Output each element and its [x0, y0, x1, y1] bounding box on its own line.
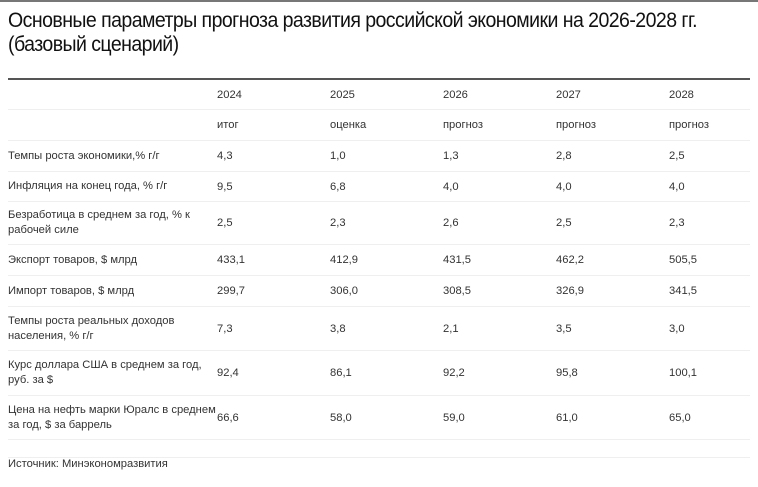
cell-value: 4,0 — [443, 171, 556, 202]
spacer-cell — [556, 439, 669, 458]
spacer-cell — [669, 439, 750, 458]
row-label: Темпы роста экономики,% г/г — [8, 140, 217, 172]
status-header: прогноз — [669, 109, 750, 141]
cell-value: 3,0 — [669, 306, 750, 351]
table-row: Темпы роста реальных доходов населения, … — [8, 306, 750, 351]
row-label: Темпы роста реальных доходов населения, … — [8, 306, 217, 351]
cell-value: 6,8 — [330, 171, 443, 202]
cell-value: 59,0 — [443, 395, 556, 440]
header-row-status: итог оценка прогноз прогноз прогноз — [8, 109, 750, 141]
cell-value: 95,8 — [556, 350, 669, 396]
cell-value: 4,0 — [556, 171, 669, 202]
status-header: прогноз — [443, 109, 556, 141]
spacer-cell — [330, 439, 443, 458]
cell-value: 7,3 — [217, 306, 330, 351]
cell-value: 58,0 — [330, 395, 443, 440]
cell-value: 2,3 — [669, 201, 750, 245]
row-label: Безработица в среднем за год, % к рабоче… — [8, 201, 217, 245]
cell-value: 2,3 — [330, 201, 443, 245]
table-row: Экспорт товаров, $ млрд 433,1 412,9 431,… — [8, 244, 750, 276]
cell-value: 2,8 — [556, 140, 669, 172]
cell-value: 92,2 — [443, 350, 556, 396]
cell-value: 462,2 — [556, 244, 669, 276]
cell-value: 2,5 — [217, 201, 330, 245]
cell-value: 2,6 — [443, 201, 556, 245]
cell-value: 92,4 — [217, 350, 330, 396]
title-line-2: (базовый сценарий) — [8, 33, 179, 56]
spacer-cell — [8, 439, 217, 458]
spacer-row — [8, 439, 750, 458]
row-label: Импорт товаров, $ млрд — [8, 275, 217, 307]
cell-value: 66,6 — [217, 395, 330, 440]
title-line-1: Основные параметры прогноза развития рос… — [8, 9, 698, 32]
cell-value: 431,5 — [443, 244, 556, 276]
cell-value: 1,0 — [330, 140, 443, 172]
spacer-cell — [217, 439, 330, 458]
table-row: Цена на нефть марки Юралс в среднем за г… — [8, 395, 750, 440]
cell-value: 3,5 — [556, 306, 669, 351]
cell-value: 2,5 — [669, 140, 750, 172]
cell-value: 299,7 — [217, 275, 330, 307]
table-row: Безработица в среднем за год, % к рабоче… — [8, 201, 750, 245]
row-label: Экспорт товаров, $ млрд — [8, 244, 217, 276]
cell-value: 412,9 — [330, 244, 443, 276]
spacer-cell — [443, 439, 556, 458]
table-row: Курс доллара США в среднем за год, руб. … — [8, 350, 750, 396]
status-header: прогноз — [556, 109, 669, 141]
forecast-table: 2024 2025 2026 2027 2028 итог оценка про… — [8, 80, 750, 458]
year-header: 2025 — [330, 80, 443, 110]
header-empty-cell — [8, 80, 217, 110]
table-top-rule — [8, 78, 750, 80]
status-header: оценка — [330, 109, 443, 141]
cell-value: 86,1 — [330, 350, 443, 396]
header-row-years: 2024 2025 2026 2027 2028 — [8, 80, 750, 110]
year-header: 2028 — [669, 80, 750, 110]
cell-value: 1,3 — [443, 140, 556, 172]
cell-value: 326,9 — [556, 275, 669, 307]
cell-value: 9,5 — [217, 171, 330, 202]
cell-value: 306,0 — [330, 275, 443, 307]
cell-value: 433,1 — [217, 244, 330, 276]
cell-value: 61,0 — [556, 395, 669, 440]
row-label: Цена на нефть марки Юралс в среднем за г… — [8, 395, 217, 440]
table-row: Импорт товаров, $ млрд 299,7 306,0 308,5… — [8, 275, 750, 307]
year-header: 2027 — [556, 80, 669, 110]
top-border — [0, 0, 758, 2]
source-note: Источник: Минэкономразвития — [8, 458, 168, 470]
cell-value: 3,8 — [330, 306, 443, 351]
year-header: 2024 — [217, 80, 330, 110]
year-header: 2026 — [443, 80, 556, 110]
cell-value: 2,5 — [556, 201, 669, 245]
cell-value: 4,0 — [669, 171, 750, 202]
cell-value: 4,3 — [217, 140, 330, 172]
cell-value: 100,1 — [669, 350, 750, 396]
table-row: Темпы роста экономики,% г/г 4,3 1,0 1,3 … — [8, 140, 750, 172]
cell-value: 505,5 — [669, 244, 750, 276]
row-label: Инфляция на конец года, % г/г — [8, 171, 217, 202]
cell-value: 308,5 — [443, 275, 556, 307]
status-header: итог — [217, 109, 330, 141]
header-empty-cell — [8, 109, 217, 141]
table-row: Инфляция на конец года, % г/г 9,5 6,8 4,… — [8, 171, 750, 202]
row-label: Курс доллара США в среднем за год, руб. … — [8, 350, 217, 396]
cell-value: 2,1 — [443, 306, 556, 351]
page-title: Основные параметры прогноза развития рос… — [8, 9, 698, 57]
cell-value: 341,5 — [669, 275, 750, 307]
cell-value: 65,0 — [669, 395, 750, 440]
